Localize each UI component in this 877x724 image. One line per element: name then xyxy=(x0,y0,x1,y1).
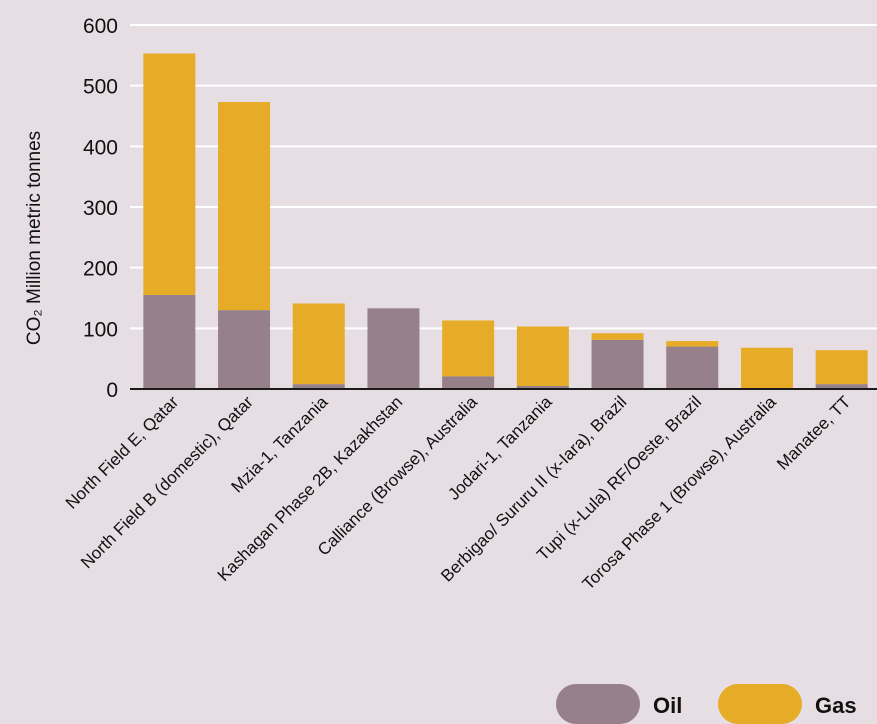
legend-label-gas: Gas xyxy=(815,693,857,718)
bar-oil xyxy=(666,346,719,389)
x-tick-label: Calliance (Browse), Australia xyxy=(314,392,481,559)
legend-swatch-gas xyxy=(718,684,802,724)
y-tick-label: 400 xyxy=(83,136,118,159)
y-tick-label: 500 xyxy=(83,76,118,99)
y-tick-label: 600 xyxy=(83,15,118,38)
bar-gas xyxy=(218,102,271,311)
bar-oil xyxy=(143,294,196,389)
bar-oil xyxy=(516,385,569,389)
bar-gas xyxy=(740,347,793,389)
bar-gas xyxy=(591,333,644,340)
bar-oil xyxy=(367,308,420,389)
y-tick-label: 300 xyxy=(83,197,118,220)
bar-gas xyxy=(666,341,719,347)
y-axis-label: CO₂ Million metric tonnes xyxy=(24,131,45,345)
bar-oil xyxy=(591,339,644,389)
bars xyxy=(143,53,868,389)
bar-gas xyxy=(815,350,868,385)
y-tick-label: 200 xyxy=(83,258,118,281)
legend: Oil Gas xyxy=(556,684,857,724)
bar-oil xyxy=(815,384,868,389)
bar-gas xyxy=(143,53,196,295)
bar-gas xyxy=(292,303,345,385)
bar-gas xyxy=(516,326,569,386)
bar-gas xyxy=(442,320,495,377)
x-tick-label: Manatee, TT xyxy=(773,392,854,473)
bar-oil xyxy=(442,376,495,389)
y-tick-label: 0 xyxy=(106,379,118,402)
bar-oil xyxy=(292,384,345,389)
y-tick-label: 100 xyxy=(83,318,118,341)
legend-label-oil: Oil xyxy=(653,693,682,718)
legend-swatch-oil xyxy=(556,684,640,724)
bar-oil xyxy=(218,310,271,389)
